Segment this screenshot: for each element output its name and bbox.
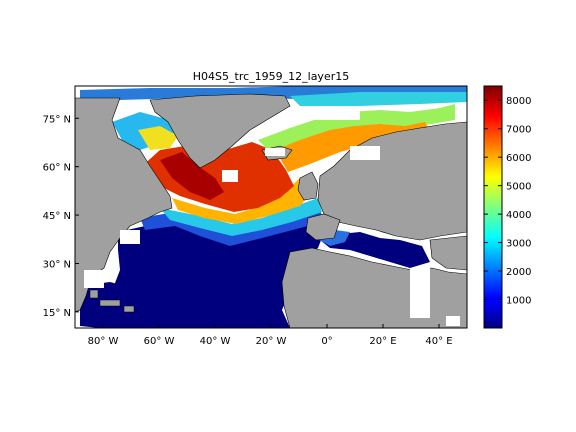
- map-panel: [75, 86, 467, 328]
- land-greenland: [149, 93, 291, 169]
- lon-tick-label: 80° W: [88, 336, 119, 347]
- colorbar-tick-label: 4000: [506, 210, 531, 221]
- lon-tick-label: 40° E: [425, 336, 452, 347]
- map-title: H04S5_trc_1959_12_layer15: [193, 70, 349, 83]
- colorbar-tick-label: 6000: [506, 153, 531, 164]
- latitude-axis: 15° N 30° N 45° N 60° N 75° N: [43, 114, 79, 319]
- lon-tick-label: 20° E: [369, 336, 396, 347]
- no-data-patches: [84, 110, 460, 326]
- land-iberia: [305, 213, 341, 241]
- colorbar-tick-label: 7000: [506, 125, 531, 136]
- land-middle-east: [429, 235, 467, 271]
- colorbar-tick-label: 8000: [506, 96, 531, 107]
- ocean-band-cyan: [160, 198, 322, 236]
- lat-tick-label: 15° N: [43, 308, 71, 319]
- lon-tick-label: 0°: [321, 336, 332, 347]
- longitude-axis: 80° W 60° W 40° W 20° W 0° 20° E 40° E: [88, 324, 453, 347]
- lat-tick-label: 75° N: [43, 114, 71, 125]
- caribbean-islands: [89, 289, 135, 313]
- lat-tick-label: 30° N: [43, 259, 71, 270]
- colorbar: 1000 2000 3000 4000 5000 6000 7000 8000: [483, 85, 531, 329]
- lat-tick-label: 60° N: [43, 163, 71, 174]
- colorbar-tick-label: 2000: [506, 267, 531, 278]
- mediterranean-low: [320, 232, 430, 268]
- colorbar-tick-label: 3000: [506, 239, 531, 250]
- colorbar-gradient: [483, 85, 503, 329]
- lon-tick-label: 40° W: [200, 336, 231, 347]
- lon-tick-label: 20° W: [256, 336, 287, 347]
- colorbar-tick-label: 1000: [506, 296, 531, 307]
- ocean-low-region: [96, 216, 325, 328]
- land-north-america: [75, 97, 173, 313]
- colorbar-tick-label: 5000: [506, 182, 531, 193]
- lon-tick-label: 60° W: [144, 336, 175, 347]
- lat-tick-label: 45° N: [43, 211, 71, 222]
- ocean-baffin-yellow: [138, 126, 178, 150]
- ocean-arctic-cyan: [290, 92, 467, 106]
- ocean-core-darkred: [160, 152, 224, 200]
- colorbar-ticks: 1000 2000 3000 4000 5000 6000 7000 8000: [484, 96, 531, 307]
- land-british-isles: [297, 171, 319, 201]
- ocean-band-yellow: [172, 178, 312, 224]
